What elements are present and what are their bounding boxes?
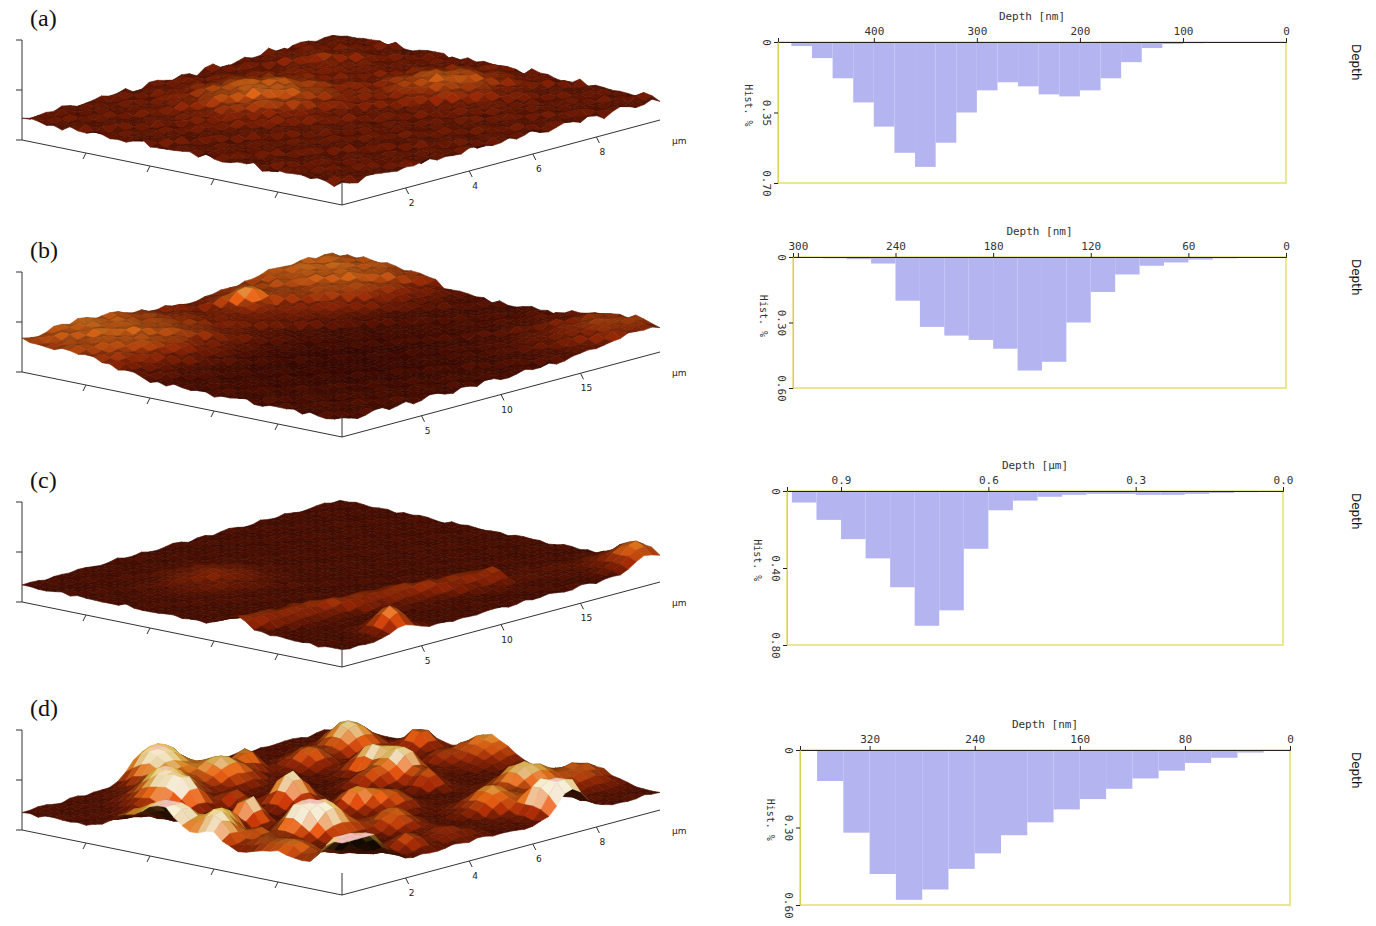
axis-title: Hist. %: [743, 84, 754, 126]
axis-tick: [211, 179, 214, 185]
axis-tick: [83, 153, 86, 159]
bar: [997, 42, 1018, 82]
axis-title: Depth [nm]: [999, 10, 1065, 23]
tick: 200: [1070, 25, 1090, 42]
bar: [977, 42, 998, 90]
x-axis: 400 300 200 100 0: [779, 25, 1290, 43]
bar: [853, 42, 874, 102]
tick-label: 0: [1283, 25, 1290, 38]
surface-relief: [22, 253, 660, 419]
bar: [1018, 42, 1039, 86]
bar: [956, 42, 977, 113]
bar: [874, 42, 895, 127]
bar: [1080, 42, 1101, 90]
bar: [1121, 42, 1142, 62]
y-axis: 0 0.35 0.70: [760, 39, 779, 197]
axis-tick: [275, 192, 278, 198]
bar: [833, 42, 854, 78]
panel-label: (a): [30, 5, 57, 31]
tick: 0.70: [760, 170, 778, 197]
tick: 0: [1283, 25, 1290, 42]
surface-panel: 2 4 6 8 μm (a): [16, 5, 687, 208]
tick-label: 0.70: [760, 170, 773, 197]
tick: 100: [1174, 25, 1194, 42]
axis-tick: [147, 166, 150, 172]
bar: [915, 42, 936, 167]
axis-tick: [596, 137, 599, 143]
histogram-panel: 400 300 200 100 0 0 0.35 0.70 Depth [nm] Hist. % D…: [743, 10, 1363, 197]
tick-label: 100: [1174, 25, 1194, 38]
tick: 400: [864, 25, 884, 42]
tick-label: 300: [967, 25, 987, 38]
tick-label: 0: [760, 39, 773, 46]
panel-title: Depth: [1349, 44, 1363, 81]
axis-tick: [469, 171, 472, 177]
axis-title: μm: [672, 136, 687, 146]
tick-label: 4: [472, 181, 478, 191]
axis-tick: [533, 154, 536, 160]
surface-panel: 51015μm(b): [16, 237, 687, 437]
tick-label: 400: [864, 25, 884, 38]
bar: [812, 42, 833, 58]
bar: [894, 42, 915, 153]
bar: [1059, 42, 1080, 96]
tick: 0.35: [760, 100, 778, 127]
figure: 2 4 6 8 μm (a) 400 300 200 100 0 0 0.35 0.70 Depth [nm…: [0, 0, 1376, 926]
tick-label: 2: [409, 198, 415, 208]
bar: [1101, 42, 1122, 78]
bar: [1039, 42, 1060, 94]
bars: [791, 42, 1286, 167]
bar: [936, 42, 957, 143]
tick: 0: [760, 39, 778, 46]
surface-relief: [22, 35, 660, 186]
tick-label: 0.35: [760, 100, 773, 127]
tick: 300: [967, 25, 987, 42]
tick-label: 200: [1070, 25, 1090, 38]
axis-tick: [406, 188, 409, 194]
tick-label: 6: [536, 164, 542, 174]
tick-label: 8: [600, 147, 606, 157]
